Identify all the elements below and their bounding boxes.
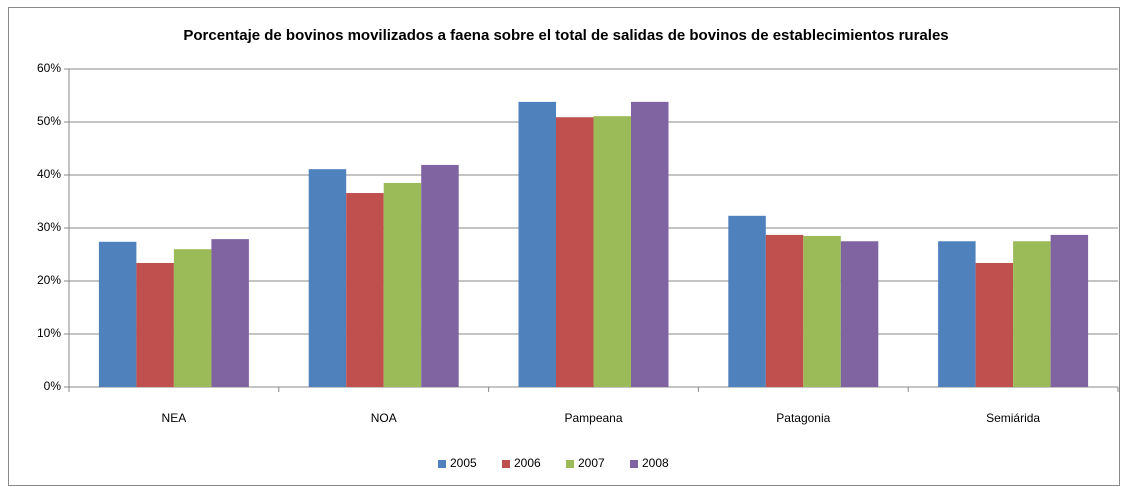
legend-swatch [630,460,638,468]
y-tick-label: 40% [37,167,61,181]
legend-swatch [438,460,446,468]
x-tick-label: Semiárida [986,411,1040,425]
bar [938,241,976,387]
legend-label: 2007 [578,456,605,470]
bar [211,239,249,387]
legend-swatch [502,460,510,468]
bar [346,193,384,387]
legend-label: 2008 [642,456,669,470]
x-tick-label: NOA [371,411,397,425]
y-tick-label: 50% [37,114,61,128]
bar [518,101,556,388]
bar [803,235,841,387]
bar [840,241,879,387]
x-tick-label: NEA [162,411,187,425]
bar [631,101,669,388]
legend-swatch [566,460,574,468]
y-tick-label: 10% [37,326,61,340]
y-tick-label: 30% [37,220,61,234]
chart-title: Porcentaje de bovinos movilizados a faen… [183,27,948,44]
bar [556,117,594,387]
bar [383,182,422,387]
bar [98,241,137,387]
bar [975,262,1014,387]
y-tick-label: 60% [37,61,61,75]
legend-label: 2006 [514,456,541,470]
x-tick-label: Patagonia [776,411,830,425]
bar [136,262,174,387]
bar [421,164,459,387]
bar [1013,241,1051,387]
bar [728,215,766,387]
legend-label: 2005 [450,456,477,470]
y-tick-label: 20% [37,273,61,287]
bar [765,234,804,387]
bar [173,249,212,387]
bar [308,169,347,387]
bar [593,116,631,388]
x-tick-label: Pampeana [564,411,622,425]
bar [1050,234,1089,387]
y-tick-label: 0% [44,379,62,393]
